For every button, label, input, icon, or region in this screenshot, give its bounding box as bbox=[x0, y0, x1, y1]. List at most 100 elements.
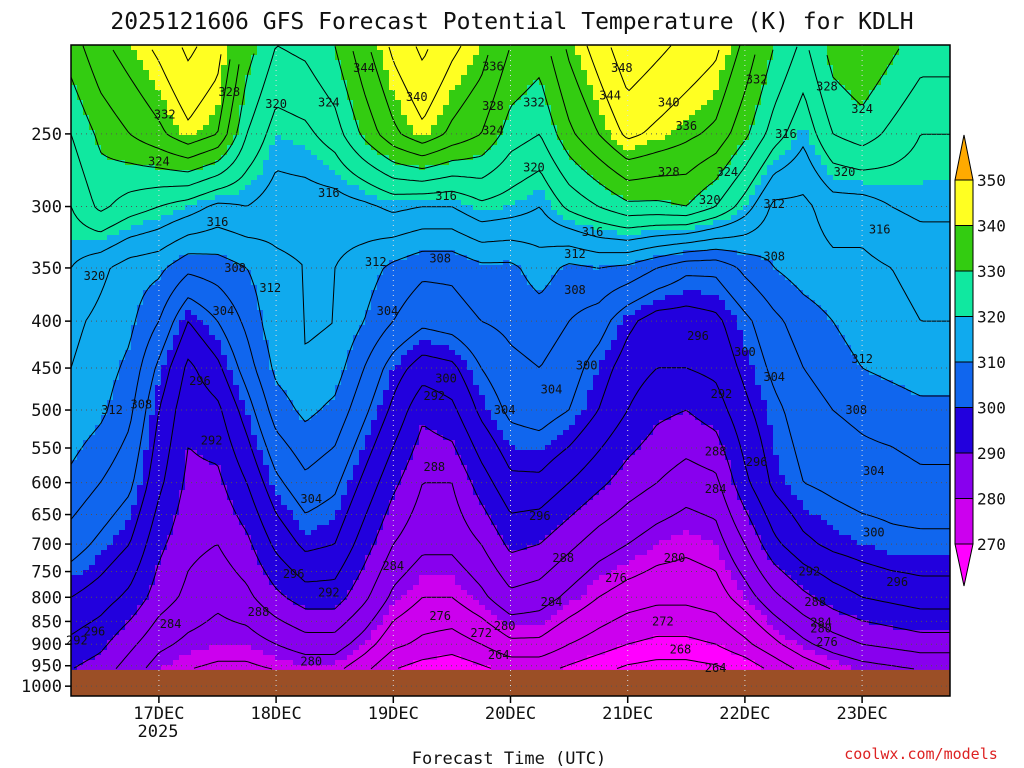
contour-label: 296 bbox=[283, 567, 305, 581]
y-tick-label: 700 bbox=[31, 535, 62, 555]
contour-label: 320 bbox=[699, 193, 721, 207]
contour-label: 316 bbox=[435, 189, 457, 203]
contour-label: 308 bbox=[224, 261, 246, 275]
contour-label: 288 bbox=[804, 595, 826, 609]
contour-label: 332 bbox=[523, 95, 545, 109]
contour-label: 308 bbox=[845, 403, 867, 417]
x-tick-label: 19DEC bbox=[368, 704, 419, 724]
colorbar-swatch bbox=[954, 498, 974, 545]
ground-terrain bbox=[71, 669, 950, 696]
colorbar-arrow-top bbox=[954, 134, 974, 181]
colorbar-label: 340 bbox=[977, 217, 1006, 236]
x-tick-label: 23DEC bbox=[837, 704, 888, 724]
colorbar-label: 300 bbox=[977, 399, 1006, 418]
y-tick-label: 450 bbox=[31, 359, 62, 379]
contour-label: 280 bbox=[664, 551, 686, 565]
x-axis-year-label: 2025 bbox=[138, 722, 179, 742]
contour-label: 304 bbox=[300, 492, 322, 506]
contour-label: 312 bbox=[259, 281, 281, 295]
contour-label: 320 bbox=[523, 160, 545, 174]
colorbar-swatch bbox=[954, 452, 974, 499]
contour-label: 304 bbox=[213, 304, 235, 318]
contour-label: 328 bbox=[482, 99, 504, 113]
contour-label: 268 bbox=[670, 642, 692, 656]
contour-label: 316 bbox=[318, 186, 340, 200]
y-tick-label: 650 bbox=[31, 506, 62, 526]
credit-text: coolwx.com/models bbox=[844, 745, 998, 763]
x-tick-label: 21DEC bbox=[602, 704, 653, 724]
contour-label: 304 bbox=[494, 403, 516, 417]
y-tick-label: 850 bbox=[31, 612, 62, 632]
colorbar-label: 330 bbox=[977, 262, 1006, 281]
colorbar-label: 310 bbox=[977, 353, 1006, 372]
y-tick-label: 950 bbox=[31, 657, 62, 677]
contour-label: 276 bbox=[429, 609, 451, 623]
contour-label: 288 bbox=[423, 460, 445, 474]
chart-title: 2025121606 GFS Forecast Potential Temper… bbox=[110, 9, 913, 35]
contour-label: 296 bbox=[189, 374, 211, 388]
contour-label: 296 bbox=[687, 329, 709, 343]
contour-label: 328 bbox=[658, 165, 680, 179]
y-tick-label: 600 bbox=[31, 474, 62, 494]
colorbar-swatch bbox=[954, 270, 974, 317]
contour-label: 304 bbox=[541, 383, 563, 397]
contour-label: 304 bbox=[763, 370, 785, 384]
contour-label: 308 bbox=[763, 249, 785, 263]
colorbar-label: 280 bbox=[977, 490, 1006, 509]
contour-label: 276 bbox=[816, 635, 838, 649]
contour-label: 284 bbox=[541, 595, 563, 609]
contour-label: 296 bbox=[886, 575, 908, 589]
colorbar-label: 320 bbox=[977, 308, 1006, 327]
contour-label: 292 bbox=[799, 565, 821, 579]
y-tick-label: 500 bbox=[31, 401, 62, 421]
y-tick-label: 350 bbox=[31, 259, 62, 279]
contour-label: 344 bbox=[599, 88, 621, 102]
contour-label: 320 bbox=[834, 165, 856, 179]
contour-label: 288 bbox=[705, 445, 727, 459]
y-tick-label: 400 bbox=[31, 312, 62, 332]
contour-label: 348 bbox=[611, 61, 633, 75]
contour-label: 300 bbox=[576, 358, 598, 372]
contour-label: 324 bbox=[482, 124, 504, 138]
contour-label: 304 bbox=[863, 464, 885, 478]
contour-label: 340 bbox=[406, 90, 428, 104]
contour-label: 336 bbox=[482, 59, 504, 73]
contour-label: 284 bbox=[705, 482, 727, 496]
x-axis-title: Forecast Time (UTC) bbox=[412, 749, 606, 768]
colorbar-swatch bbox=[954, 407, 974, 454]
isotherm-lines bbox=[71, 45, 950, 670]
contour-label: 340 bbox=[658, 95, 680, 109]
contour-label: 272 bbox=[652, 614, 674, 628]
y-tick-label: 250 bbox=[31, 125, 62, 145]
contour-label: 316 bbox=[869, 223, 891, 237]
contour-label: 336 bbox=[675, 119, 697, 133]
y-tick-label: 1000 bbox=[21, 677, 62, 697]
contour-label: 300 bbox=[734, 345, 756, 359]
colorbar-swatch bbox=[954, 225, 974, 272]
contour-label: 320 bbox=[265, 97, 287, 111]
y-tick-label: 900 bbox=[31, 635, 62, 655]
contour-label: 300 bbox=[435, 372, 457, 386]
contour-label: 288 bbox=[248, 605, 270, 619]
colorbar-swatch bbox=[954, 316, 974, 363]
contour-label: 312 bbox=[564, 247, 586, 261]
contour-label: 288 bbox=[552, 551, 574, 565]
x-tick-label: 18DEC bbox=[251, 704, 302, 724]
colorbar-label: 350 bbox=[977, 171, 1006, 190]
contour-label: 320 bbox=[84, 269, 106, 283]
contour-label: 328 bbox=[816, 80, 838, 94]
contour-label: 292 bbox=[201, 434, 223, 448]
grid-lines bbox=[71, 45, 950, 696]
y-axis: 250 300 350 400 450 500 550 600 650 700 750 800 850 9… bbox=[21, 125, 71, 697]
y-tick-label: 550 bbox=[31, 439, 62, 459]
x-axis: 17DEC 18DEC 19DEC 20DEC 21DEC 22DEC 23DEC bbox=[133, 696, 888, 724]
x-tick-label: 20DEC bbox=[485, 704, 536, 724]
contour-label: 308 bbox=[130, 397, 152, 411]
contour-label: 280 bbox=[494, 619, 516, 633]
contour-label: 332 bbox=[154, 107, 176, 121]
contour-label: 280 bbox=[810, 621, 832, 635]
contour-label: 284 bbox=[382, 559, 404, 573]
contour-label: 316 bbox=[775, 127, 797, 141]
